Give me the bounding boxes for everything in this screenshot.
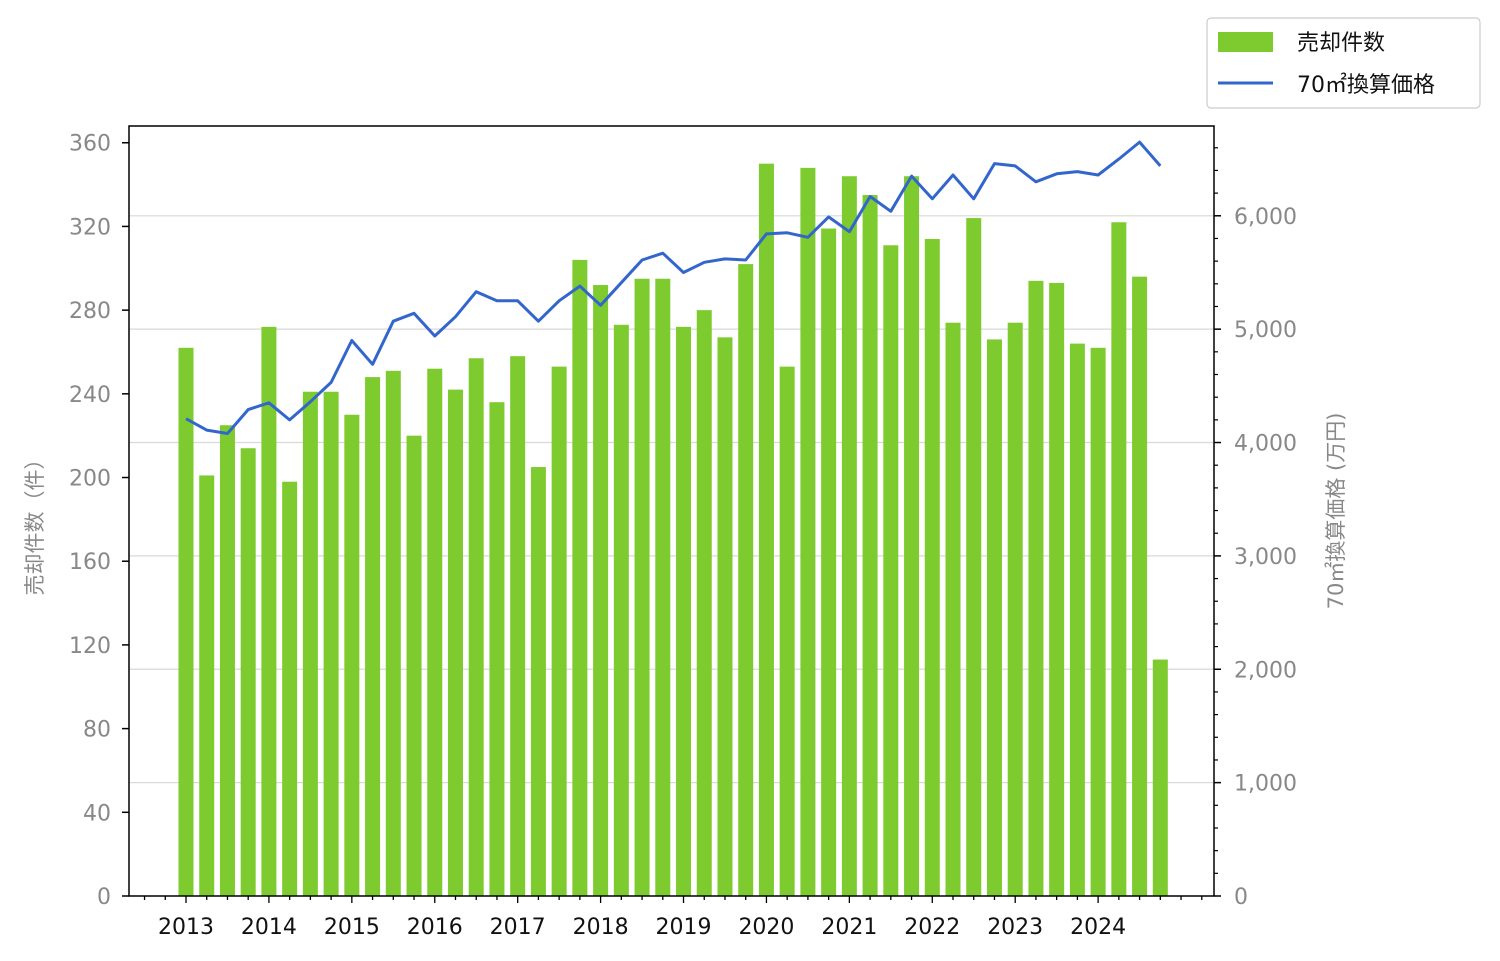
bar (468, 358, 484, 896)
legend: 売却件数 70㎡換算価格 (1206, 17, 1481, 109)
bar (717, 337, 733, 896)
left-tick-label: 0 (97, 885, 111, 910)
right-axis-label: 70㎡換算価格 (万円) (1324, 413, 1348, 610)
bar (779, 366, 795, 896)
x-tick-label: 2019 (656, 915, 712, 940)
bar (240, 448, 256, 896)
right-tick-label: 4,000 (1234, 432, 1297, 457)
right-axis: 0 1,000 2,000 3,000 4,000 5,000 6,000 (1214, 147, 1297, 910)
bar (800, 167, 816, 896)
bar (427, 368, 443, 896)
left-tick-label: 120 (69, 634, 111, 659)
bar (634, 278, 650, 896)
bar (1049, 282, 1065, 897)
bar (323, 391, 339, 896)
left-tick-label: 160 (69, 550, 111, 575)
x-tick-label: 2015 (324, 915, 380, 940)
bar (945, 322, 961, 896)
bar (821, 228, 837, 897)
bar (551, 366, 567, 896)
left-tick-label: 360 (69, 132, 111, 157)
x-tick-label: 2017 (490, 915, 546, 940)
legend-line-label: 70㎡換算価格 (1297, 72, 1435, 98)
bar (572, 259, 588, 896)
bar (966, 218, 982, 897)
left-axis: 0 40 80 120 160 200 240 280 320 360 (69, 132, 129, 910)
bar (406, 435, 422, 896)
left-tick-label: 200 (69, 467, 111, 492)
left-tick-label: 280 (69, 299, 111, 324)
x-tick-label: 2013 (158, 915, 214, 940)
x-tick-label: 2021 (821, 915, 877, 940)
bar (883, 245, 899, 897)
x-axis: 2013 2014 2015 2016 2017 2018 2019 2020 2021 2022… (143, 896, 1203, 940)
bar (302, 391, 318, 896)
bar (904, 176, 920, 896)
bar (489, 402, 505, 896)
right-tick-label: 5,000 (1234, 318, 1297, 343)
legend-bar-swatch (1218, 32, 1273, 52)
right-tick-label: 1,000 (1234, 772, 1297, 797)
left-tick-label: 80 (83, 718, 111, 743)
bar (261, 326, 277, 896)
bar (986, 339, 1002, 896)
left-tick-label: 40 (83, 801, 111, 826)
x-tick-label: 2018 (573, 915, 629, 940)
bar (696, 310, 712, 896)
right-tick-label: 3,000 (1234, 545, 1297, 570)
right-tick-label: 2,000 (1234, 658, 1297, 683)
left-tick-label: 320 (69, 215, 111, 240)
line-series (185, 140, 1162, 435)
bar (447, 389, 463, 896)
bar (178, 347, 194, 897)
bar-series (178, 163, 1168, 897)
bar (676, 326, 692, 896)
bar (924, 238, 940, 896)
bar (199, 475, 215, 896)
bar (593, 285, 609, 896)
x-tick-label: 2022 (904, 915, 960, 940)
bar (1090, 347, 1106, 897)
x-tick-label: 2024 (1070, 915, 1126, 940)
legend-bar-label: 売却件数 (1297, 31, 1385, 56)
bar (841, 176, 857, 896)
left-axis-label: 売却件数（件） (23, 449, 47, 596)
bar (655, 278, 671, 896)
bar (282, 481, 298, 896)
x-tick-label: 2023 (987, 915, 1043, 940)
bar (1028, 280, 1044, 897)
bar (1152, 659, 1168, 896)
bar (365, 377, 381, 897)
price-line (185, 140, 1162, 435)
left-tick-label: 240 (69, 383, 111, 408)
bar (758, 163, 774, 897)
x-tick-label: 2016 (407, 915, 463, 940)
bar (738, 264, 754, 896)
bar (219, 425, 235, 896)
bar (344, 414, 360, 896)
bar (510, 356, 526, 896)
bar (613, 324, 629, 896)
x-tick-label: 2020 (738, 915, 794, 940)
bar (862, 195, 878, 896)
bar (1111, 222, 1127, 896)
right-tick-label: 6,000 (1234, 205, 1297, 230)
legend-box (1206, 17, 1481, 109)
right-tick-label: 0 (1234, 885, 1248, 910)
bar (530, 467, 546, 896)
bar (1132, 276, 1148, 896)
bar (385, 370, 401, 896)
bar (1007, 322, 1023, 896)
x-tick-label: 2014 (241, 915, 297, 940)
bar (1069, 343, 1085, 896)
